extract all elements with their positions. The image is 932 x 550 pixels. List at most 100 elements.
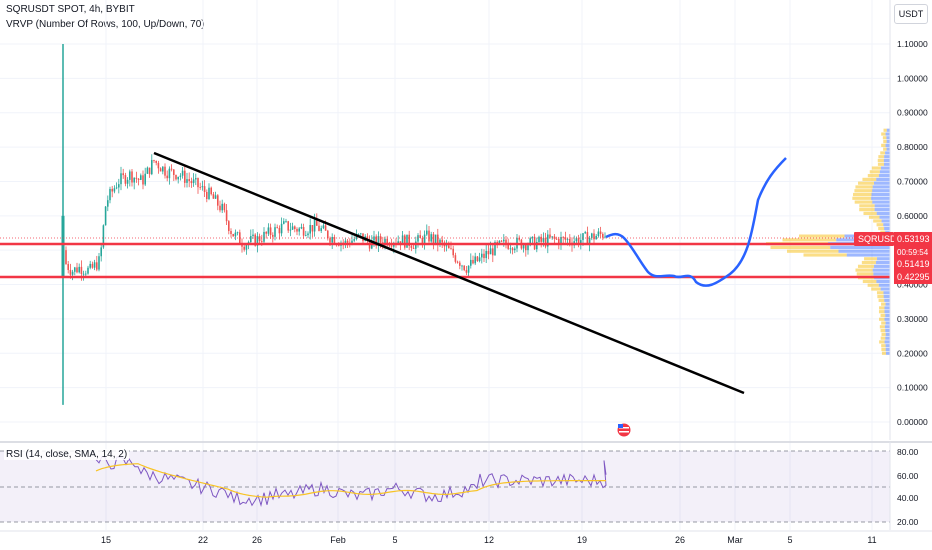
price-tick-label: 0.70000 — [897, 176, 928, 186]
rsi-tick-60: 60.00 — [897, 471, 919, 481]
volume-profile-row-down — [885, 347, 890, 352]
candle — [324, 225, 327, 231]
candle — [109, 188, 111, 201]
volume-profile-row-down — [884, 325, 890, 329]
candle — [551, 236, 553, 238]
candle — [467, 265, 470, 273]
candle — [126, 179, 129, 184]
volume-profile-row-down — [874, 181, 890, 185]
time-tick-label: Mar — [727, 535, 743, 545]
candle — [538, 236, 540, 243]
volume-profile-row-up — [881, 351, 886, 355]
candle — [346, 240, 349, 243]
candle — [478, 257, 481, 262]
volume-profile-row-down — [884, 310, 890, 314]
candle — [584, 232, 586, 234]
candle — [206, 191, 208, 200]
volume-profile-row-down — [871, 192, 890, 197]
projection-curve[interactable] — [605, 157, 787, 287]
volume-profile-row-up — [862, 177, 877, 181]
candle — [320, 228, 322, 231]
volume-profile-row-down — [884, 298, 890, 302]
candle — [296, 228, 298, 232]
candle — [223, 203, 226, 211]
candle — [604, 236, 606, 238]
volume-profile-row-down — [877, 257, 890, 261]
candle — [500, 240, 503, 242]
volume-profile-row-up — [782, 238, 837, 242]
candle — [102, 225, 105, 248]
candle — [186, 179, 188, 183]
candle — [254, 234, 256, 246]
candle — [82, 273, 85, 275]
volume-profile-row-down — [886, 147, 890, 151]
candle — [173, 169, 175, 175]
volume-profile-row-down — [872, 185, 890, 189]
candle — [322, 225, 325, 229]
candle — [250, 236, 252, 243]
candle — [410, 245, 413, 248]
volume-profile-row-up — [881, 143, 886, 147]
candle — [582, 233, 584, 241]
price-tick-label: 0.60000 — [897, 211, 928, 221]
candle — [408, 234, 410, 246]
candle — [595, 235, 597, 240]
candle — [602, 233, 604, 238]
candle — [120, 173, 122, 185]
candle — [283, 221, 285, 224]
candle — [401, 235, 404, 246]
descending-trendline[interactable] — [153, 151, 745, 395]
candle — [487, 250, 490, 255]
candle — [285, 221, 287, 223]
volume-profile-row-up — [882, 136, 887, 140]
candle — [252, 234, 254, 237]
us-flag-event-icon[interactable] — [617, 423, 631, 437]
candle — [85, 273, 87, 275]
volume-profile-row-down — [885, 143, 890, 147]
volume-profile-row-up — [883, 147, 887, 151]
volume-profile-row-up — [859, 204, 875, 208]
time-tick-label: 26 — [252, 535, 262, 545]
candle — [201, 186, 204, 188]
chart-grid — [0, 0, 890, 530]
candle — [313, 219, 316, 232]
volume-profile-row-up — [856, 272, 874, 276]
candle — [142, 175, 144, 185]
candle — [558, 238, 560, 245]
price-label-level-upper-value: 0.51419 — [897, 259, 930, 269]
candle — [307, 233, 309, 236]
volume-profile-row-down — [885, 321, 890, 325]
volume-profile-row-down — [883, 223, 890, 227]
volume-profile-row-down — [872, 268, 890, 272]
candle — [71, 271, 74, 275]
volume-profile-row-down — [883, 294, 890, 299]
volume-profile-row-down — [884, 317, 890, 321]
candlestick-series — [61, 44, 606, 405]
candle — [80, 266, 83, 275]
currency-selector[interactable]: USDT — [894, 4, 928, 24]
time-tick-label: 22 — [198, 535, 208, 545]
candle — [111, 188, 113, 192]
volume-profile-row-up — [787, 249, 839, 253]
candle — [566, 238, 569, 240]
candle — [421, 237, 424, 245]
volume-profile-row-down — [885, 313, 890, 318]
candle — [489, 248, 492, 255]
price-label-value: 0.53193 — [897, 234, 930, 244]
volume-profile-row-up — [863, 211, 877, 216]
candle — [459, 262, 461, 266]
volume-profile-row-down — [871, 196, 890, 200]
candle — [377, 236, 380, 247]
volume-profile-row-down — [881, 219, 890, 223]
candle — [503, 239, 505, 242]
candle — [591, 233, 593, 238]
volume-profile-row-up — [880, 336, 886, 340]
candle — [525, 244, 527, 251]
candle — [212, 194, 215, 199]
volume-profile-row-up — [871, 166, 881, 170]
candle — [474, 256, 476, 264]
candle — [505, 239, 507, 244]
candle — [580, 240, 582, 245]
rsi-tick-20: 20.00 — [897, 517, 919, 527]
